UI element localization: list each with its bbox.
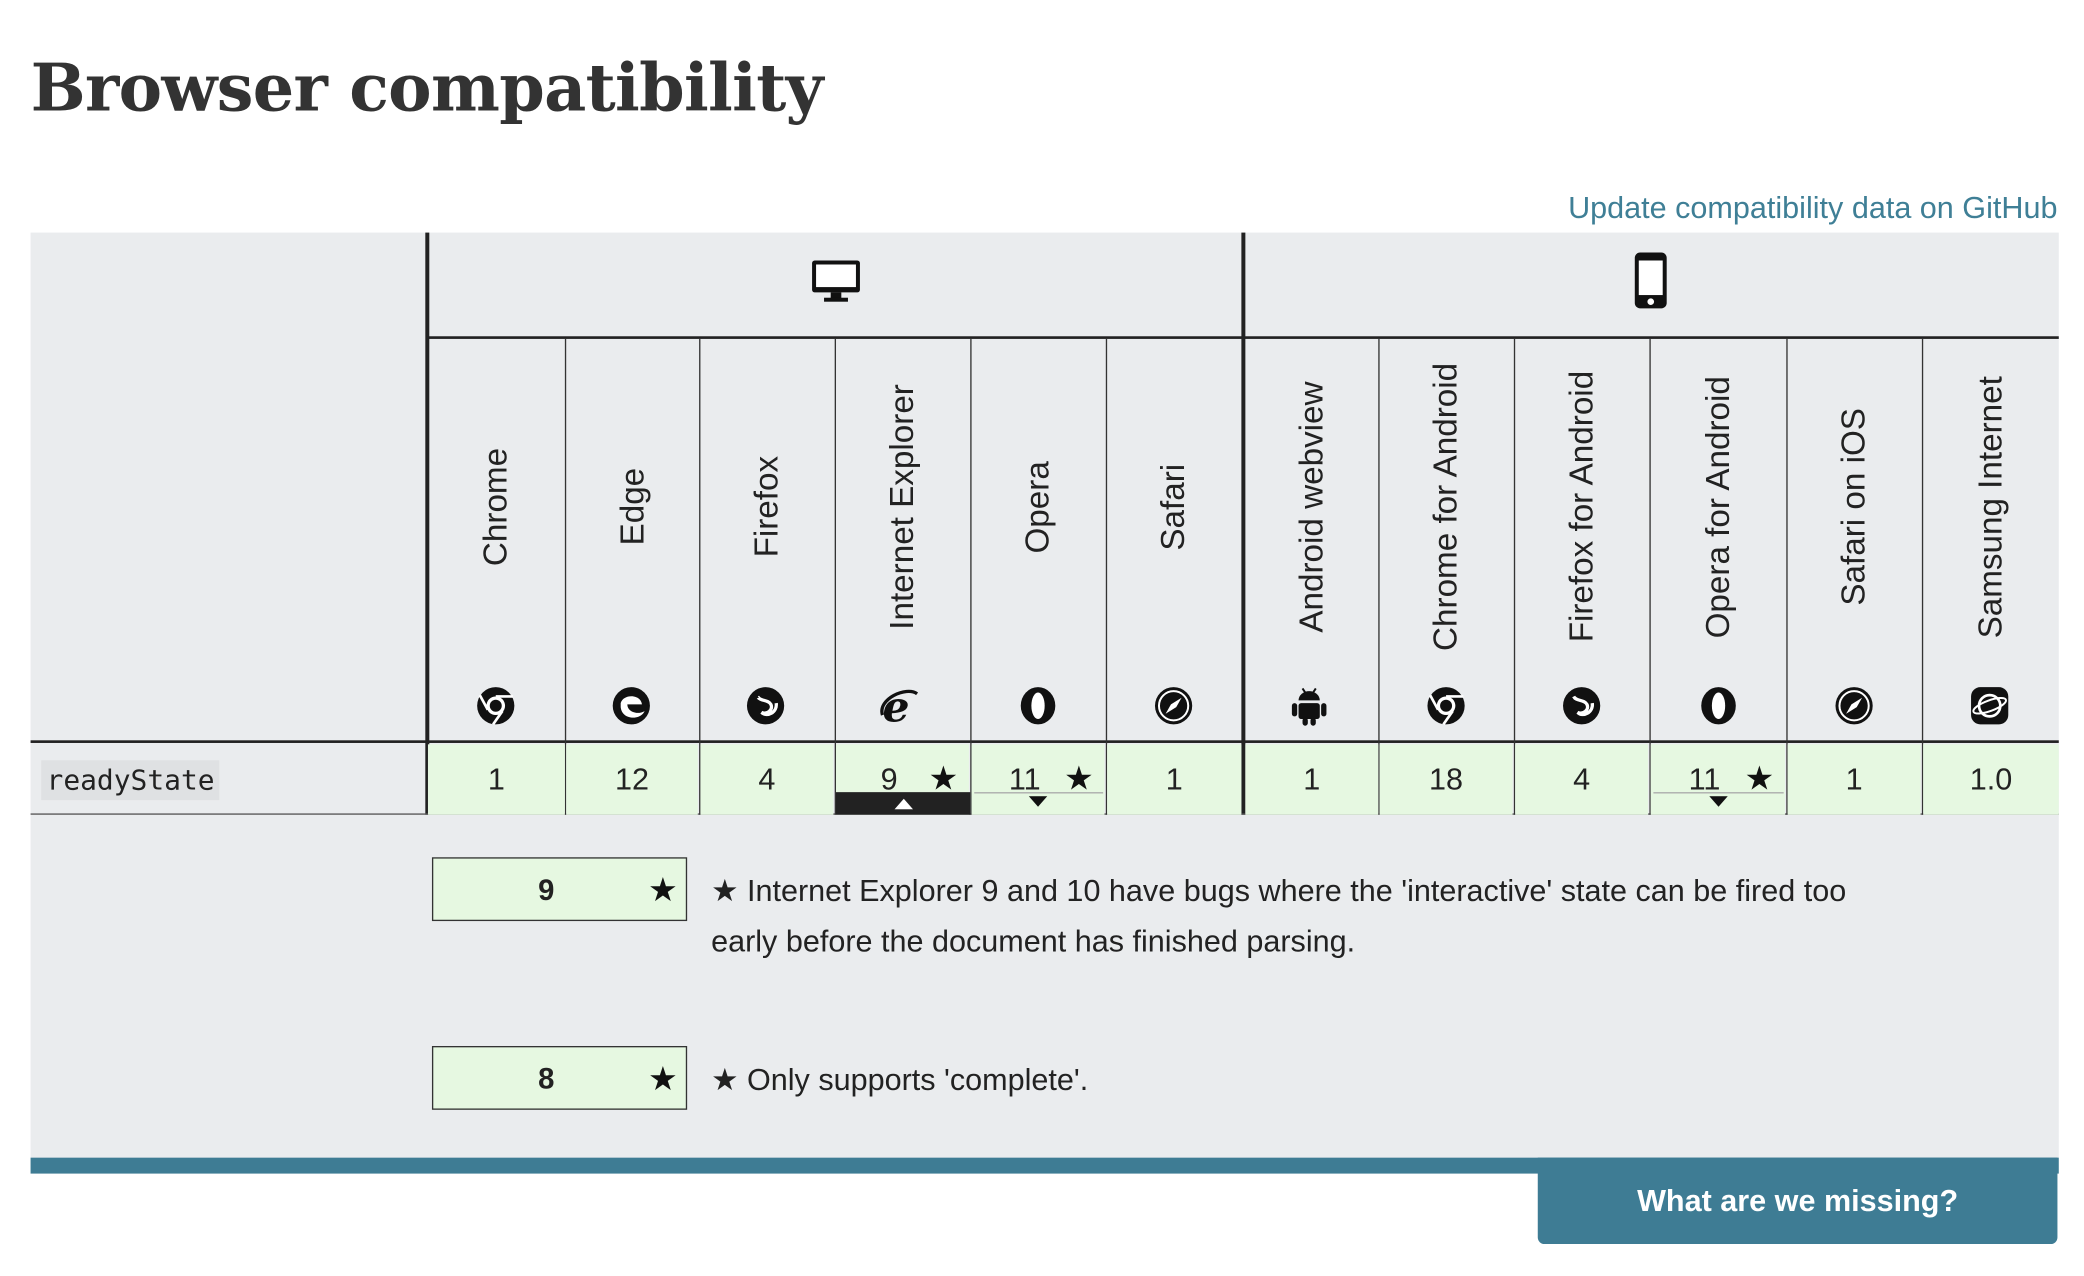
firefox-icon <box>1563 687 1601 725</box>
divider <box>425 232 430 815</box>
note-star-icon: ★ <box>648 1060 678 1098</box>
browser-header: Chrome for Android <box>1380 339 1514 675</box>
browser-name: Safari on iOS <box>1835 408 1873 606</box>
divider <box>699 338 701 815</box>
support-cell: 1 <box>1245 744 1379 815</box>
browser-header: Safari on iOS <box>1788 339 1922 675</box>
browser-name: Opera for Android <box>1699 375 1737 639</box>
support-cell-opera[interactable]: 11 ★ <box>971 744 1105 815</box>
version-value: 1.0 <box>1969 761 2013 797</box>
browser-header: Samsung Internet <box>1923 339 2059 675</box>
version-value: 18 <box>1429 761 1464 797</box>
version-value: 1 <box>1165 761 1183 797</box>
android-icon <box>1291 687 1327 726</box>
support-cell: 1 <box>1787 744 1921 815</box>
browser-header: Firefox <box>700 339 834 675</box>
divider <box>30 740 2059 743</box>
browser-name: Internet Explorer <box>883 384 922 630</box>
divider <box>1241 232 1246 815</box>
browser-name: Edge <box>613 468 651 546</box>
version-value: 11 <box>1008 761 1041 797</box>
support-cell: 1 <box>1107 744 1242 815</box>
version-value: 12 <box>614 761 649 797</box>
version-value: 1 <box>487 761 505 797</box>
version-value: 11 <box>1688 761 1721 797</box>
support-cell-opera-android[interactable]: 11 ★ <box>1650 744 1785 815</box>
browser-name: Firefox <box>748 456 786 558</box>
browser-header: Safari <box>1107 339 1241 675</box>
note-version: 8 <box>538 1061 555 1096</box>
divider <box>427 336 2059 339</box>
safari-icon <box>1835 687 1873 725</box>
browser-header: Android webview <box>1245 339 1378 675</box>
feature-name: readyState <box>41 760 220 801</box>
browser-header: Firefox for Android <box>1515 339 1649 675</box>
support-cell: 18 <box>1379 744 1513 815</box>
support-cell: 12 <box>566 744 698 815</box>
version-value: 9 <box>880 761 898 797</box>
chevron-down-icon[interactable] <box>1709 796 1728 808</box>
note-text: ★ Internet Explorer 9 and 10 have bugs w… <box>711 873 1847 959</box>
browser-name: Android webview <box>1292 381 1330 633</box>
divider <box>1513 338 1516 815</box>
note-star-icon: ★ <box>1064 760 1094 798</box>
internet-explorer-icon: e <box>880 683 919 728</box>
browser-name: Chrome <box>476 447 514 567</box>
page-title: Browser compatibility <box>30 49 824 127</box>
note-text: ★ Only supports 'complete'. <box>711 1061 1089 1097</box>
version-value: 4 <box>758 761 776 797</box>
version-value: 4 <box>1573 761 1591 797</box>
divider <box>1378 338 1380 815</box>
browser-name: Firefox for Android <box>1563 371 1601 643</box>
note-star-icon: ★ <box>1744 760 1775 798</box>
version-value: 1 <box>1303 761 1321 797</box>
github-update-link[interactable]: Update compatibility data on GitHub <box>1568 190 2058 225</box>
browser-name: Samsung Internet <box>1971 375 2009 639</box>
browser-header: Chrome <box>427 339 565 675</box>
chrome-icon <box>1427 687 1465 726</box>
browser-header: Internet Explorer <box>836 339 970 675</box>
divider <box>1649 338 1651 815</box>
note-version: 9 <box>538 873 555 907</box>
divider <box>1786 338 1788 815</box>
divider <box>1921 338 1924 815</box>
chevron-down-icon[interactable] <box>1028 796 1048 808</box>
divider <box>564 338 567 815</box>
firefox-icon <box>746 687 785 725</box>
chrome-icon <box>477 687 515 726</box>
divider <box>970 338 972 815</box>
collapse-toggle[interactable] <box>836 792 971 815</box>
support-cell: 1.0 <box>1923 744 2059 815</box>
browser-header: Opera <box>972 339 1106 675</box>
support-cell: 4 <box>700 744 834 815</box>
browser-header: Edge <box>566 339 699 675</box>
what-are-we-missing-button[interactable]: What are we missing? <box>1537 1157 2058 1245</box>
opera-icon <box>1701 687 1736 725</box>
divider <box>1653 792 1784 794</box>
safari-icon <box>1154 687 1193 725</box>
opera-icon <box>1020 687 1056 725</box>
note-version-box: 9 ★ <box>431 857 688 922</box>
browser-name: Opera <box>1019 460 1057 554</box>
samsung-internet-icon <box>1971 687 2009 725</box>
version-value: 1 <box>1845 761 1863 797</box>
note-version-box: 8 ★ <box>431 1046 688 1110</box>
edge-icon <box>612 687 650 725</box>
divider <box>974 792 1104 794</box>
divider <box>1105 338 1108 815</box>
support-cell: 1 <box>427 744 565 815</box>
support-cell: 4 <box>1515 744 1649 815</box>
browser-header: Opera for Android <box>1651 339 1787 675</box>
browser-name: Chrome for Android <box>1427 362 1465 652</box>
chevron-up-icon <box>894 798 914 810</box>
divider <box>834 338 837 815</box>
note-star-icon: ★ <box>928 760 959 798</box>
note-star-icon: ★ <box>648 871 678 910</box>
browser-name: Safari <box>1154 463 1193 551</box>
mobile-icon <box>1634 252 1667 309</box>
desktop-icon <box>812 260 860 302</box>
